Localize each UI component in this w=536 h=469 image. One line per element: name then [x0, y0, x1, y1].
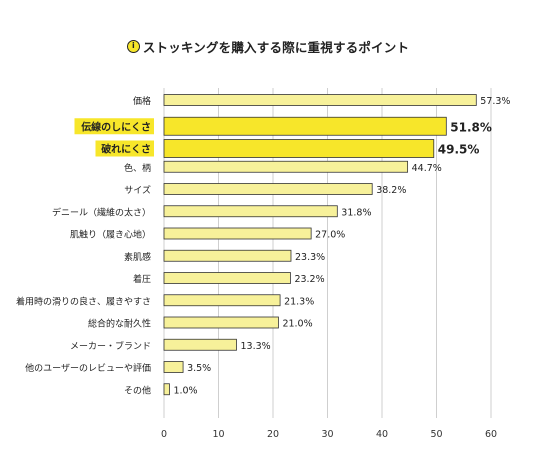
bar: [163, 294, 281, 307]
bar: [163, 116, 447, 136]
data-label: 57.3%: [480, 96, 510, 107]
info-badge-icon: i: [126, 39, 140, 53]
data-label: 49.5%: [438, 143, 480, 157]
category-label-highlight: [74, 118, 154, 135]
data-label: 21.0%: [282, 319, 312, 330]
bar: [163, 183, 373, 195]
chart-title-text: ストッキングを購入する際に重視するポイント: [142, 39, 410, 55]
x-tick-label: 50: [430, 429, 442, 440]
data-label: 3.5%: [187, 363, 211, 374]
category-label-highlight: [95, 140, 154, 157]
data-label: 13.3%: [240, 341, 270, 352]
bar: [163, 383, 170, 396]
bar: [163, 272, 291, 284]
chart-title: i ストッキングを購入する際に重視するポイント: [0, 36, 536, 56]
data-label: 27.0%: [315, 230, 345, 241]
x-tick-label: 20: [267, 429, 279, 440]
category-label: サイズ: [124, 184, 151, 196]
bar: [163, 361, 184, 373]
category-label: メーカー・ブランド: [70, 340, 151, 352]
data-label: 23.3%: [295, 252, 325, 263]
category-label: 総合的な耐久性: [88, 318, 151, 330]
bar: [163, 205, 338, 218]
bar: [163, 316, 279, 329]
data-label: 31.8%: [341, 207, 371, 218]
category-label: 着用時の滑りの良さ、履きやすさ: [16, 295, 151, 307]
x-tick-label: 60: [485, 429, 497, 440]
data-label: 23.2%: [294, 274, 324, 285]
data-label: 51.8%: [450, 120, 492, 134]
data-label: 1.0%: [173, 385, 197, 396]
category-label: その他: [124, 384, 151, 396]
bar: [163, 338, 237, 351]
x-tick-label: 30: [321, 429, 333, 440]
data-label: 21.3%: [284, 296, 314, 307]
category-label: 他のユーザーのレビューや評価: [25, 362, 151, 374]
bar: [163, 139, 435, 158]
category-label: デニール（繊維の太さ）: [52, 206, 151, 218]
bar: [163, 94, 477, 106]
category-label: 価格: [133, 95, 151, 107]
category-label: 肌触り（履き心地）: [70, 229, 151, 241]
bar: [163, 160, 409, 173]
category-label: 素肌感: [124, 251, 151, 263]
x-tick-label: 0: [161, 429, 167, 440]
category-label: 破れにくさ: [101, 143, 151, 156]
data-label: 38.2%: [376, 185, 406, 196]
bar: [163, 249, 292, 262]
category-label: 伝線のしにくさ: [81, 120, 151, 133]
category-label: 色、柄: [124, 162, 151, 174]
bar: [163, 227, 312, 240]
x-tick-label: 10: [212, 429, 224, 440]
data-label: 44.7%: [412, 163, 442, 174]
x-tick-label: 40: [376, 429, 388, 440]
category-label: 着圧: [133, 273, 151, 285]
